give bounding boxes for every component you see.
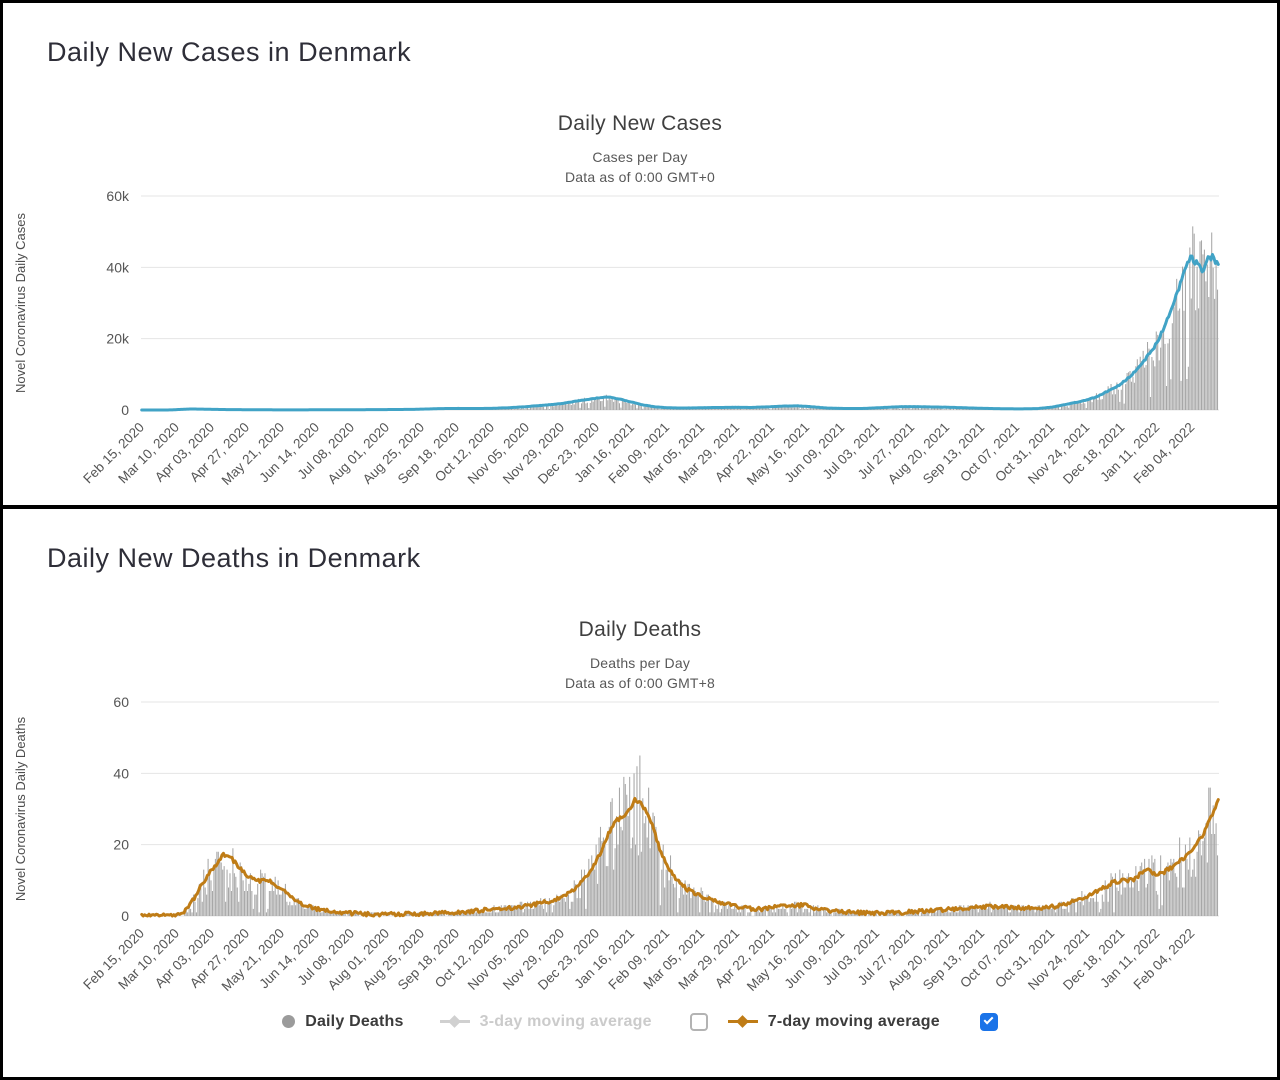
- daily-new-deaths-panel: Daily New Deaths in Denmark Daily Deaths…: [3, 509, 1277, 1073]
- cases-subtitle-line2: Data as of 0:00 GMT+0: [564, 169, 716, 186]
- legend-item-7day-moving-average[interactable]: 7-day moving average: [727, 1012, 940, 1031]
- deaths-subtitle-line2: Data as of 0:00 GMT+8: [564, 675, 716, 692]
- daily-new-cases-panel: Daily New Cases in Denmark Daily New Cas…: [3, 3, 1277, 509]
- deaths-chart-title: Daily Deaths: [578, 618, 702, 641]
- 7day-average-marker-icon: [727, 1015, 758, 1028]
- svg-text:40: 40: [113, 765, 129, 781]
- svg-text:20: 20: [113, 836, 129, 852]
- legend-item-3day-moving-average[interactable]: 3-day moving average: [439, 1012, 652, 1031]
- 3day-average-marker-icon: [439, 1015, 470, 1028]
- deaths-panel-heading: Daily New Deaths in Denmark: [47, 543, 421, 573]
- legend-label-7day-average: 7-day moving average: [767, 1012, 940, 1030]
- cases-chart-subtitle: Cases per Day Data as of 0:00 GMT+0: [3, 147, 1277, 188]
- legend-label-daily-deaths: Daily Deaths: [305, 1012, 404, 1030]
- svg-text:0: 0: [121, 908, 129, 924]
- daily-deaths-marker-icon: [282, 1015, 296, 1029]
- svg-text:20k: 20k: [106, 330, 130, 346]
- legend-label-3day-average: 3-day moving average: [479, 1012, 652, 1030]
- cases-subtitle-line1: Cases per Day: [592, 149, 688, 165]
- svg-text:60: 60: [113, 694, 129, 710]
- cases-chart-title: Daily New Cases: [557, 112, 723, 135]
- chart-legend: Daily Deaths 3-day moving average 7-day …: [3, 1006, 1277, 1038]
- svg-text:40k: 40k: [106, 259, 130, 275]
- svg-text:60k: 60k: [106, 188, 130, 204]
- svg-text:Novel Coronavirus Daily Deaths: Novel Coronavirus Daily Deaths: [13, 716, 28, 901]
- 7day-average-checkbox[interactable]: [979, 1012, 998, 1031]
- legend-item-daily-deaths[interactable]: Daily Deaths: [282, 1013, 403, 1031]
- deaths-subtitle-line1: Deaths per Day: [589, 655, 691, 671]
- checkmark-icon: [983, 1014, 994, 1025]
- cases-panel-heading: Daily New Cases in Denmark: [47, 37, 412, 67]
- svg-text:Novel Coronavirus Daily Cases: Novel Coronavirus Daily Cases: [13, 212, 28, 392]
- 3day-average-checkbox[interactable]: [689, 1012, 708, 1031]
- deaths-chart-subtitle: Deaths per Day Data as of 0:00 GMT+8: [3, 653, 1277, 694]
- svg-text:0: 0: [121, 402, 129, 418]
